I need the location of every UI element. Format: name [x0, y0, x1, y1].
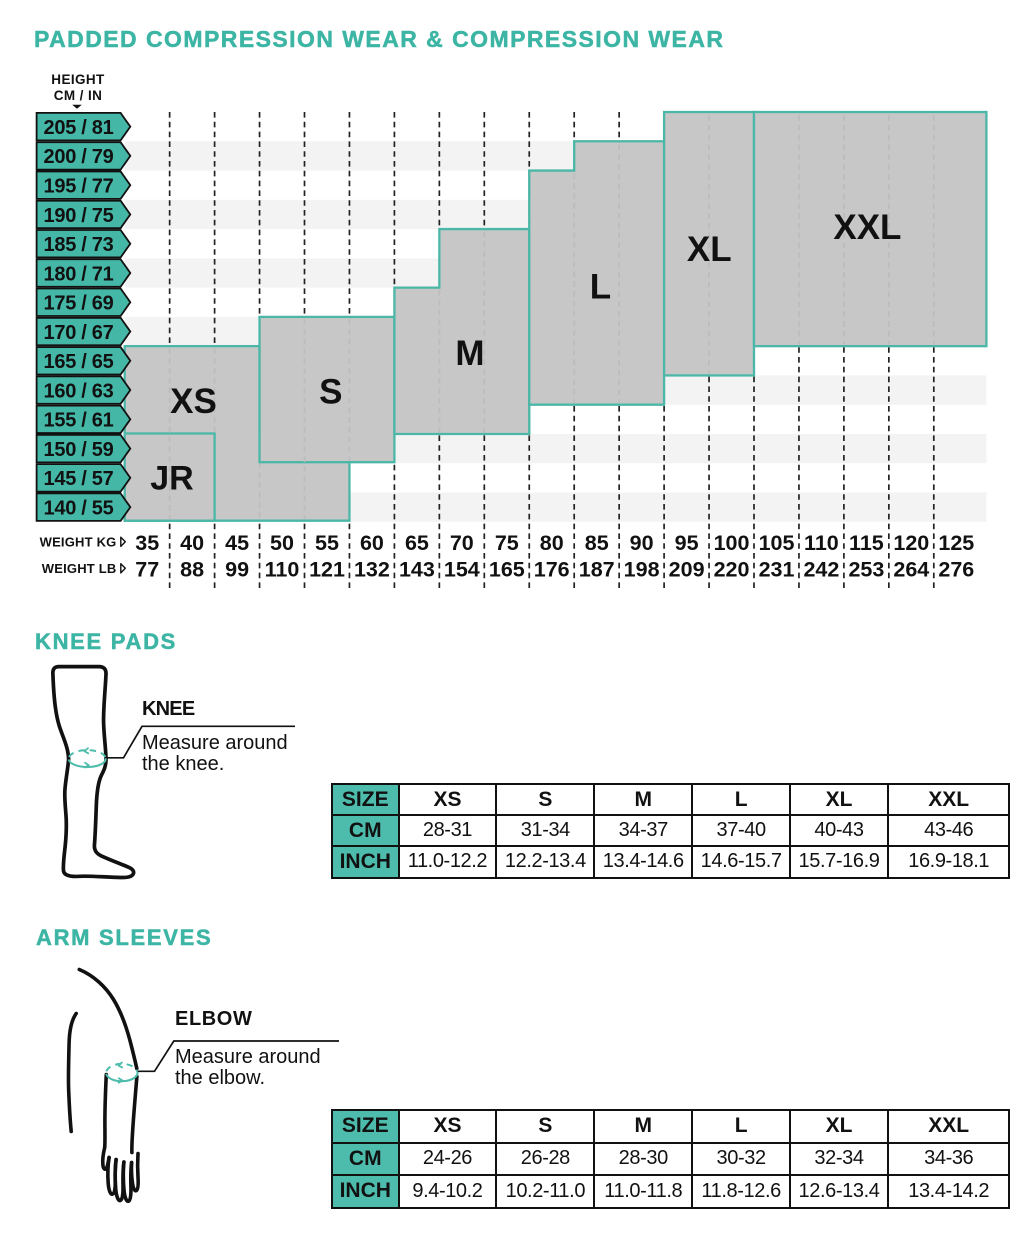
svg-text:276: 276 — [938, 557, 974, 581]
svg-text:150 / 59: 150 / 59 — [44, 439, 114, 461]
svg-text:190 / 75: 190 / 75 — [44, 205, 114, 227]
svg-text:155 / 61: 155 / 61 — [44, 410, 114, 432]
svg-text:WEIGHT LB: WEIGHT LB — [42, 561, 117, 576]
svg-text:185 / 73: 185 / 73 — [44, 234, 114, 256]
svg-text:110: 110 — [804, 531, 839, 555]
svg-text:200 / 79: 200 / 79 — [44, 146, 114, 168]
svg-text:XL: XL — [687, 230, 732, 269]
svg-text:264: 264 — [893, 557, 929, 581]
svg-text:120: 120 — [893, 531, 929, 555]
svg-text:WEIGHT KG: WEIGHT KG — [40, 535, 117, 550]
svg-text:170 / 67: 170 / 67 — [44, 322, 114, 344]
svg-text:121: 121 — [309, 557, 345, 581]
svg-text:180 / 71: 180 / 71 — [44, 263, 114, 285]
svg-text:176: 176 — [534, 557, 570, 581]
svg-text:145 / 57: 145 / 57 — [44, 468, 114, 490]
svg-text:220: 220 — [714, 557, 750, 581]
svg-text:M: M — [455, 334, 484, 373]
svg-text:75: 75 — [495, 531, 519, 555]
svg-text:115: 115 — [849, 531, 884, 555]
svg-text:165 / 65: 165 / 65 — [44, 351, 114, 373]
svg-text:187: 187 — [579, 557, 615, 581]
svg-text:143: 143 — [399, 557, 435, 581]
svg-text:195 / 77: 195 / 77 — [44, 175, 114, 197]
svg-text:105: 105 — [759, 531, 795, 555]
svg-text:35: 35 — [135, 531, 159, 555]
svg-text:95: 95 — [675, 531, 699, 555]
svg-text:175 / 69: 175 / 69 — [44, 293, 114, 315]
svg-text:80: 80 — [540, 531, 564, 555]
svg-text:JR: JR — [150, 460, 193, 498]
svg-text:90: 90 — [630, 531, 654, 555]
svg-text:231: 231 — [759, 557, 795, 581]
svg-text:125: 125 — [938, 531, 974, 555]
svg-text:CM / IN: CM / IN — [54, 88, 103, 103]
svg-text:100: 100 — [714, 531, 750, 555]
svg-text:160 / 63: 160 / 63 — [44, 380, 114, 402]
svg-text:60: 60 — [360, 531, 384, 555]
svg-text:209: 209 — [669, 557, 705, 581]
svg-text:XXL: XXL — [833, 208, 901, 247]
svg-text:55: 55 — [315, 531, 339, 555]
svg-text:XS: XS — [170, 382, 217, 421]
svg-text:50: 50 — [270, 531, 294, 555]
svg-text:S: S — [319, 372, 342, 411]
svg-text:45: 45 — [225, 531, 249, 555]
svg-text:140 / 55: 140 / 55 — [44, 497, 114, 519]
svg-text:77: 77 — [135, 557, 159, 581]
svg-text:65: 65 — [405, 531, 429, 555]
svg-text:L: L — [590, 267, 611, 306]
svg-text:110: 110 — [265, 557, 300, 581]
svg-text:85: 85 — [585, 531, 609, 555]
svg-text:242: 242 — [803, 557, 839, 581]
svg-text:99: 99 — [225, 557, 249, 581]
svg-text:198: 198 — [624, 557, 660, 581]
svg-text:40: 40 — [180, 531, 204, 555]
svg-text:70: 70 — [450, 531, 474, 555]
svg-text:HEIGHT: HEIGHT — [51, 72, 105, 87]
svg-text:165: 165 — [489, 557, 525, 581]
svg-text:253: 253 — [848, 557, 884, 581]
svg-text:132: 132 — [354, 557, 390, 581]
svg-text:205 / 81: 205 / 81 — [44, 117, 114, 139]
svg-text:88: 88 — [180, 557, 204, 581]
svg-text:154: 154 — [444, 557, 480, 581]
